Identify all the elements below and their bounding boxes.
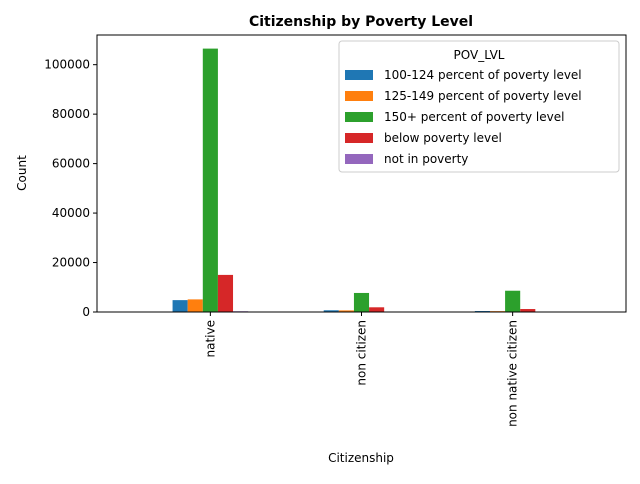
legend-swatch-1 (345, 91, 373, 101)
legend-swatch-0 (345, 70, 373, 80)
y-tick-label-0: 0 (82, 305, 90, 319)
chart-title: Citizenship by Poverty Level (249, 14, 473, 30)
legend: POV_LVL 100-124 percent of poverty level… (339, 41, 619, 172)
y-tick-label-1: 20000 (52, 256, 90, 270)
legend-label-3: below poverty level (384, 131, 502, 145)
x-tick-label-0: native (203, 320, 217, 357)
legend-label-2: 150+ percent of poverty level (384, 110, 564, 124)
legend-label-1: 125-149 percent of poverty level (384, 89, 582, 103)
legend-title: POV_LVL (454, 48, 505, 62)
legend-swatch-3 (345, 133, 373, 143)
legend-swatch-4 (345, 154, 373, 164)
bar-1-3 (369, 307, 384, 312)
bar-2-2 (505, 291, 520, 312)
bar-0-2 (203, 49, 218, 312)
y-axis-label: Count (15, 155, 29, 191)
y-tick-label-3: 60000 (52, 157, 90, 171)
legend-label-4: not in poverty (384, 152, 468, 166)
x-tick-label-1: non citizen (355, 320, 369, 386)
x-tick-label-2: non native citizen (506, 320, 520, 427)
bar-1-2 (354, 293, 369, 312)
y-tick-label-5: 100000 (44, 58, 90, 72)
bar-0-1 (188, 299, 203, 312)
y-tick-label-2: 40000 (52, 206, 90, 220)
bar-0-3 (218, 275, 233, 312)
legend-swatch-2 (345, 112, 373, 122)
y-tick-label-4: 80000 (52, 107, 90, 121)
x-axis-label: Citizenship (328, 451, 394, 465)
legend-label-0: 100-124 percent of poverty level (384, 68, 582, 82)
bar-0-0 (173, 300, 188, 312)
